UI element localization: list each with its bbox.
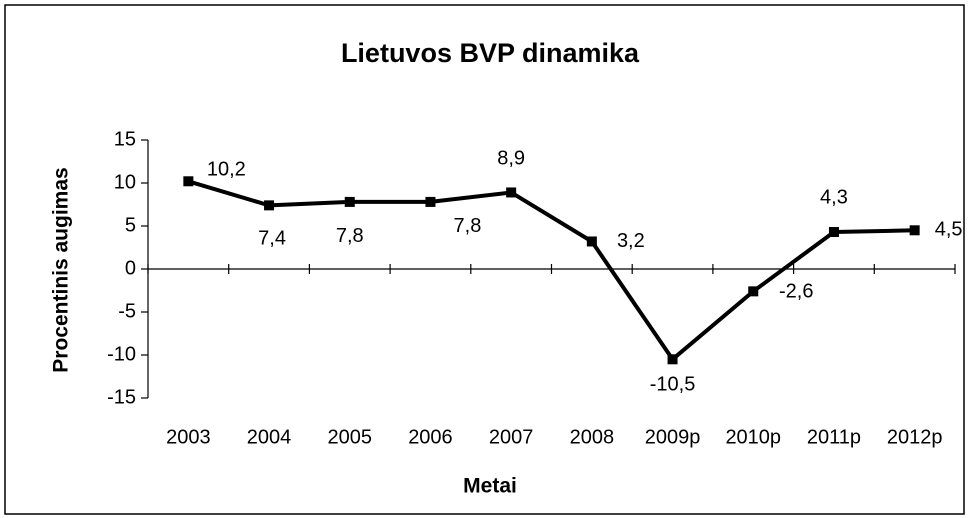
data-point	[667, 354, 678, 365]
x-tick-label: 2011p	[807, 426, 861, 448]
data-label: 7,8	[336, 225, 364, 247]
data-point	[344, 196, 355, 207]
y-tick-label: -15	[107, 386, 136, 408]
data-label: -2,6	[779, 281, 813, 303]
y-tick-label: 5	[125, 214, 136, 236]
x-tick-label: 2010p	[725, 426, 781, 448]
data-label: 10,2	[207, 159, 246, 181]
data-line	[187, 179, 915, 362]
data-label: 3,2	[617, 230, 645, 252]
data-label: 7,4	[258, 228, 286, 250]
data-point	[183, 176, 194, 187]
data-point	[828, 227, 839, 238]
data-point	[586, 236, 597, 247]
data-point	[506, 187, 517, 198]
x-tick-label: 2004	[247, 426, 292, 448]
data-point	[264, 200, 275, 211]
data-label: 4,3	[820, 186, 848, 208]
y-tick-label: 15	[114, 128, 136, 150]
data-point	[425, 196, 436, 207]
data-label: 7,8	[454, 215, 482, 237]
data-label: 4,5	[935, 219, 963, 241]
data-point	[909, 225, 920, 236]
y-tick-label: 0	[125, 257, 136, 279]
x-tick-label: 2006	[408, 426, 453, 448]
chart-title: Lietuvos BVP dinamika	[341, 38, 640, 68]
y-axis-title: Procentinis augimas	[50, 167, 73, 372]
x-axis-title: Metai	[463, 475, 517, 498]
data-label: -10,5	[650, 374, 696, 396]
chart-border	[4, 4, 965, 515]
y-tick-label: -10	[107, 343, 136, 365]
data-label: 8,9	[497, 148, 525, 170]
y-tick-label: -5	[118, 300, 136, 322]
x-tick-label: 2012p	[887, 426, 943, 448]
x-tick-label: 2009p	[645, 426, 701, 448]
x-tick-label: 2003	[166, 426, 211, 448]
data-point	[748, 286, 759, 297]
x-tick-label: 2008	[570, 426, 615, 448]
x-tick-label: 2007	[489, 426, 534, 448]
y-tick-label: 10	[114, 171, 136, 193]
x-tick-label: 2005	[328, 426, 373, 448]
